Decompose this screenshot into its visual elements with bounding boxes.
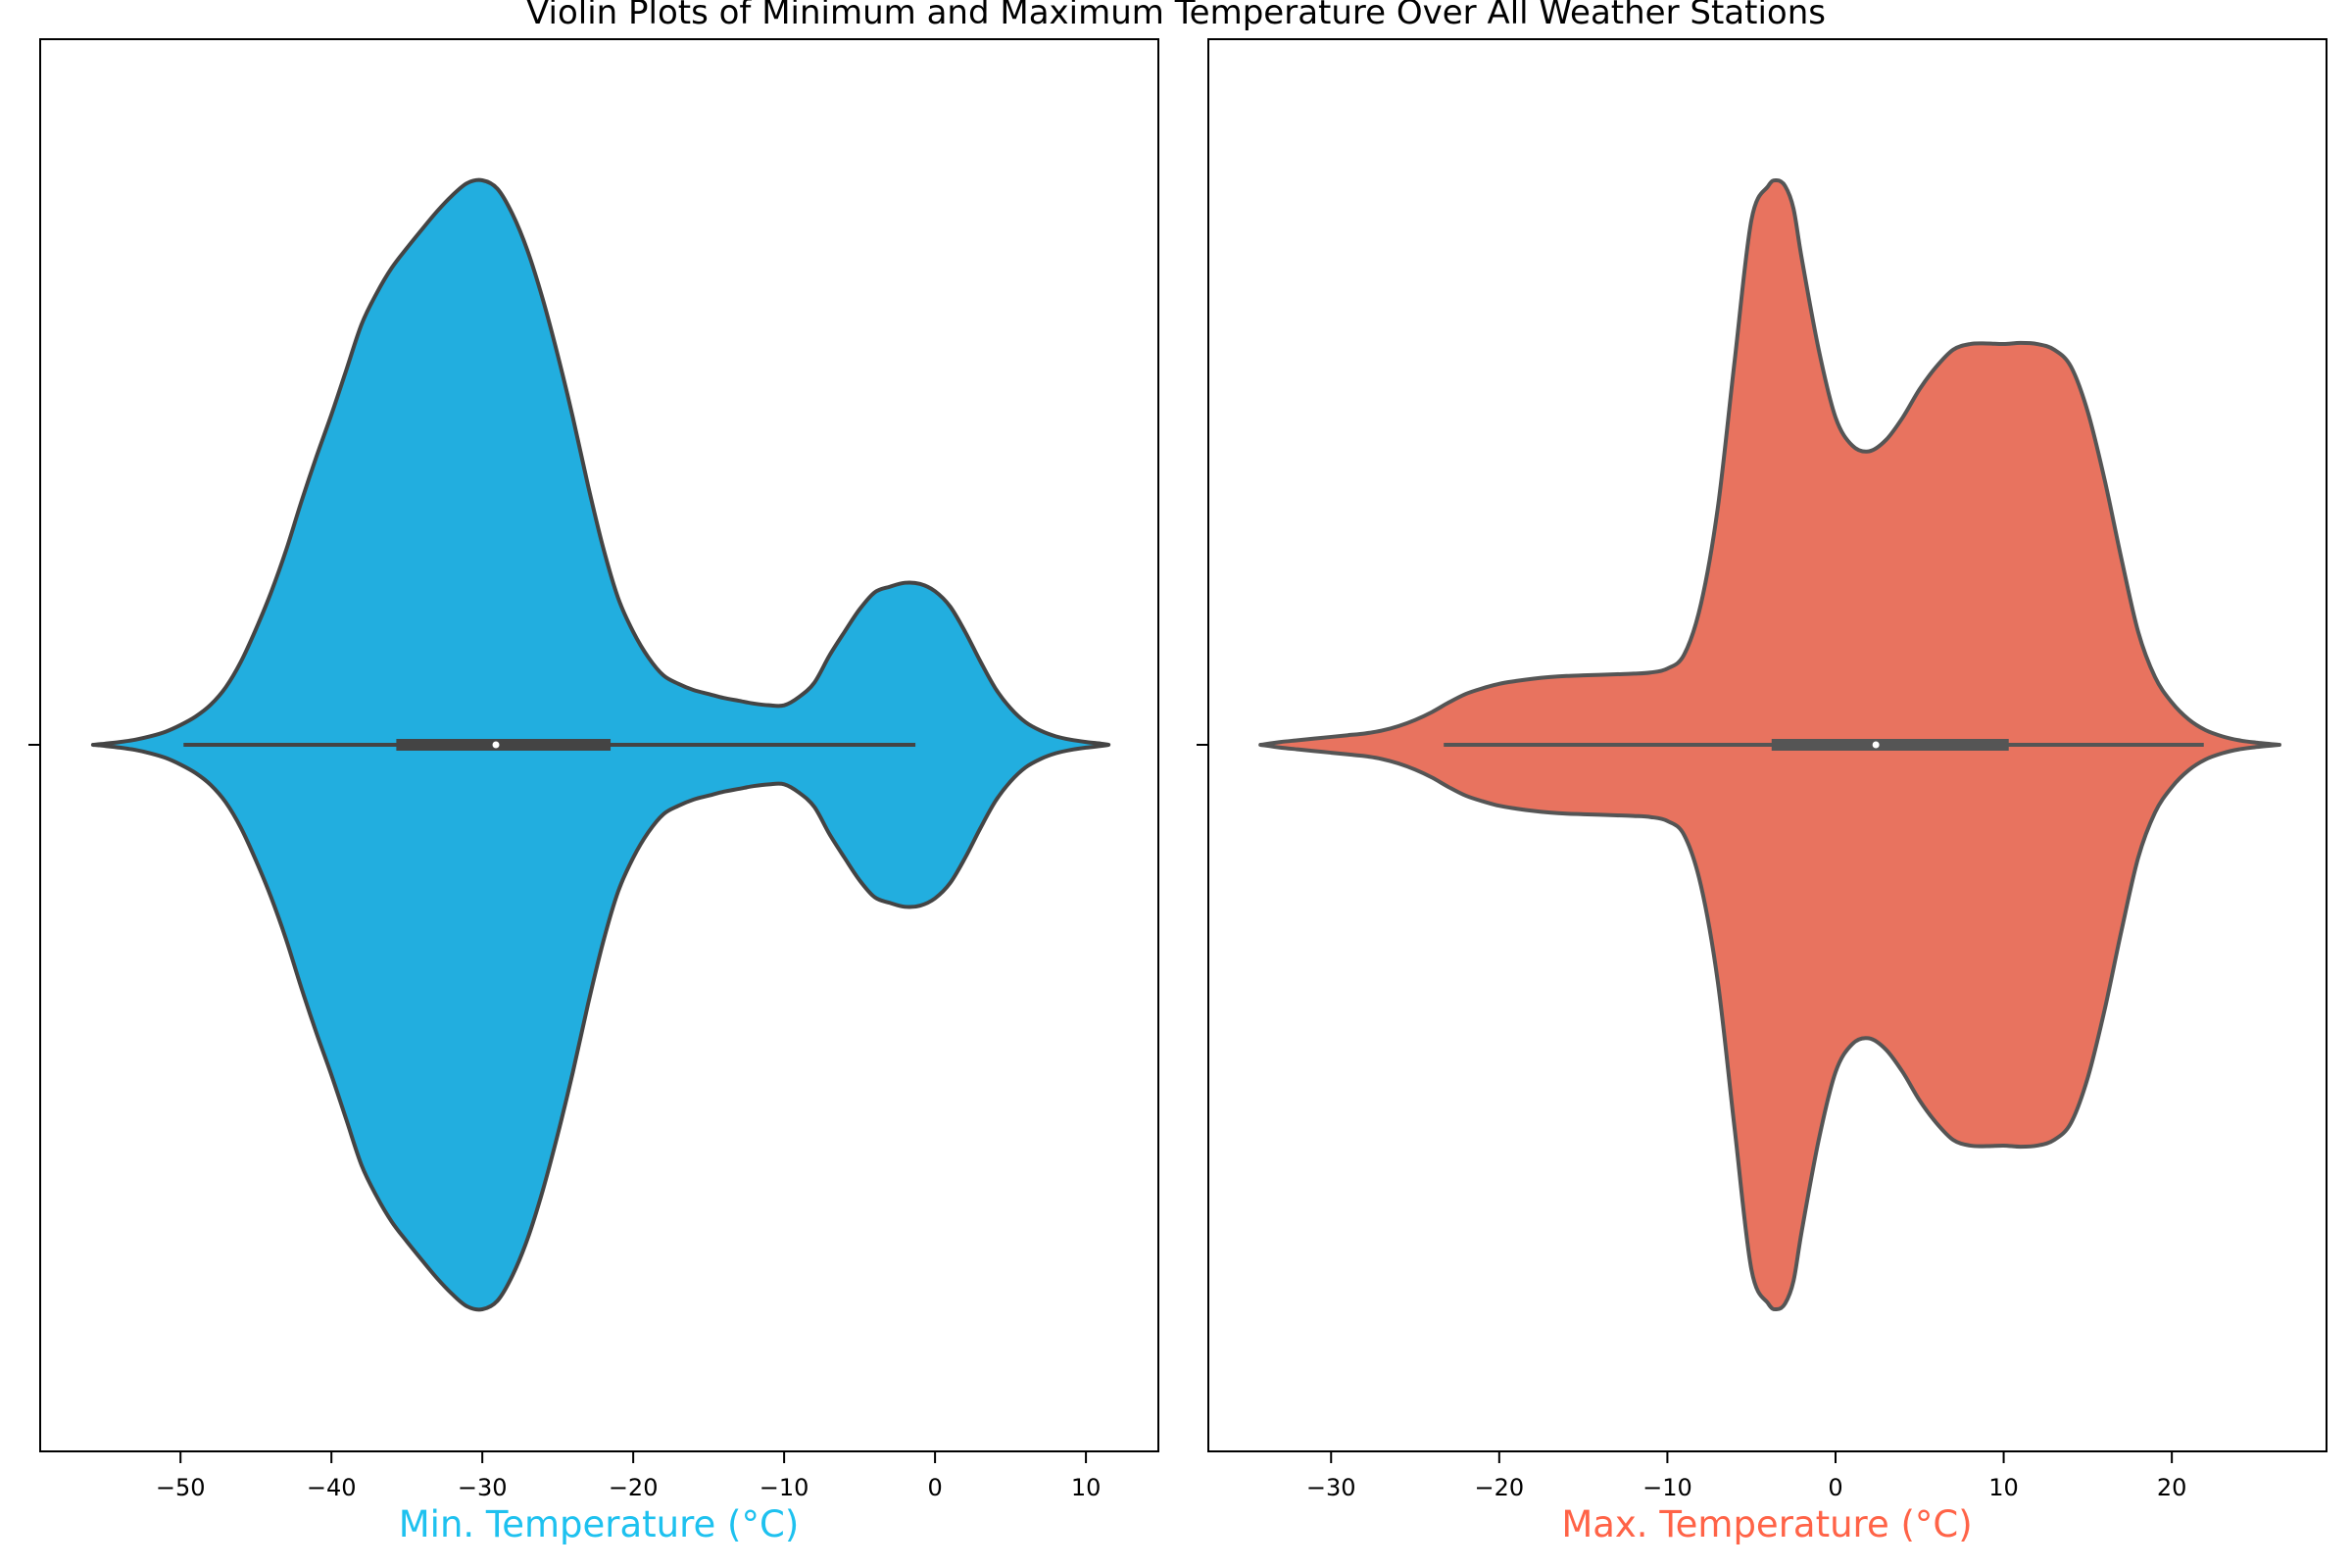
max-temperature-median-marker: [1872, 741, 1880, 749]
min-temperature-median-marker: [492, 741, 500, 749]
min-temperature-iqr-box: [396, 739, 612, 751]
max-temperature-x-tick-label: −10: [1642, 1474, 1692, 1501]
max-temperature-panel: −30 −20 −10 0 10 20 Max. Temperature (°C): [1197, 38, 2328, 1545]
min-temperature-x-tick-label: −30: [458, 1474, 508, 1501]
max-temperature-x-axis-label: Max. Temperature (°C): [1561, 1503, 1972, 1545]
max-temperature-violin-marks: [1258, 177, 2281, 1312]
min-temperature-x-tick-label: −50: [156, 1474, 206, 1501]
min-temperature-x-tick-label: −10: [760, 1474, 809, 1501]
max-temperature-x-tick-label: 0: [1828, 1474, 1842, 1501]
min-temperature-x-tick-label: 10: [1071, 1474, 1102, 1501]
min-temperature-x-tick-label: −40: [307, 1474, 357, 1501]
max-temperature-x-tick-label: −30: [1306, 1474, 1356, 1501]
max-temperature-x-tick-label: 10: [1988, 1474, 2019, 1501]
min-temperature-x-tick-label: −20: [609, 1474, 659, 1501]
max-temperature-x-ticks: −30 −20 −10 0 10 20: [1306, 1451, 2186, 1501]
figure-title: Violin Plots of Minimum and Maximum Temp…: [526, 0, 1826, 32]
max-temperature-iqr-box: [1771, 739, 2009, 751]
min-temperature-x-tick-label: 0: [927, 1474, 942, 1501]
max-temperature-x-tick-label: −20: [1475, 1474, 1525, 1501]
min-temperature-panel: −50 −40 −30 −20 −10 0 10 Min. Temperature (°C): [28, 38, 1159, 1545]
min-temperature-x-ticks: −50 −40 −30 −20 −10 0 10: [156, 1451, 1101, 1501]
max-temperature-x-tick-label: 20: [2157, 1474, 2187, 1501]
min-temperature-violin-marks: [90, 177, 1111, 1312]
min-temperature-x-axis-label: Min. Temperature (°C): [399, 1503, 800, 1545]
